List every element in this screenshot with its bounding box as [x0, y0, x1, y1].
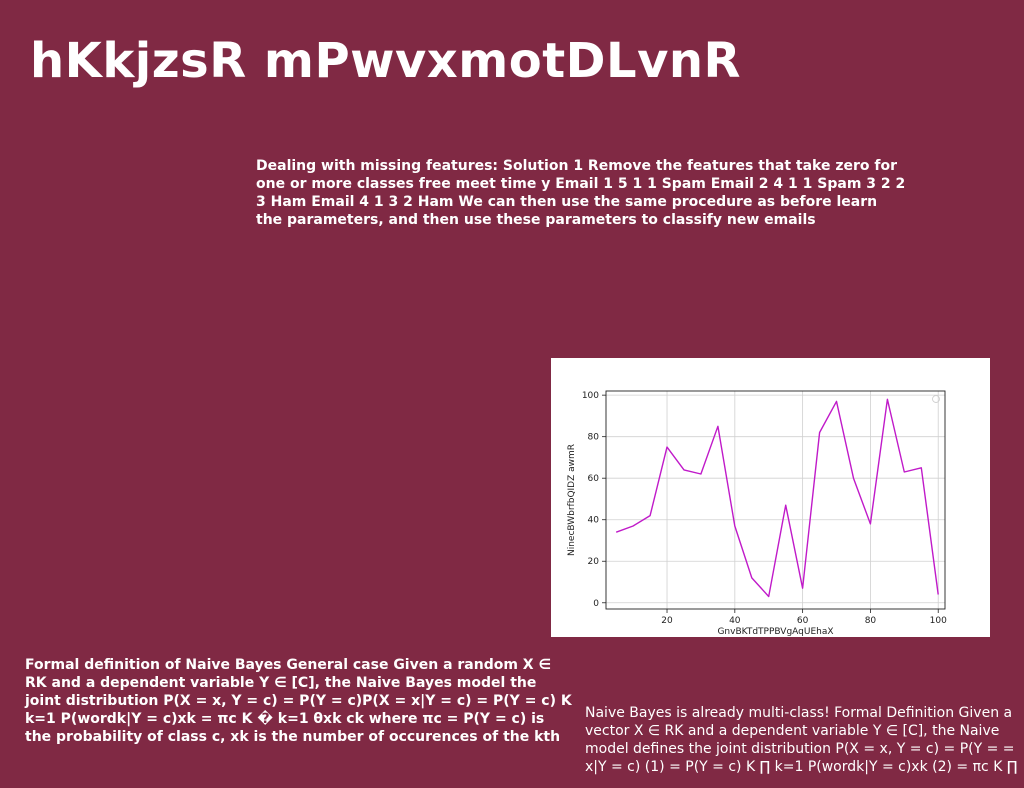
y-tick-label: 100 — [582, 391, 599, 401]
bottom-right-text-block: Naive Bayes is already multi-class! Form… — [585, 705, 1018, 775]
plot-frame — [605, 390, 946, 610]
slide-title: hKkjzsR mPwvxmotDLvnR — [30, 33, 741, 89]
y-tick-label: 80 — [588, 433, 600, 443]
x-tick-label: 60 — [797, 616, 809, 626]
series-line — [615, 398, 939, 598]
y-tick-label: 20 — [588, 557, 600, 567]
y-tick-label: 60 — [588, 474, 600, 484]
y-tick-label: 40 — [588, 516, 600, 526]
x-tick-label: 20 — [661, 616, 673, 626]
x-tick-label: 80 — [865, 616, 877, 626]
line-chart: 20 40 60 80 100 0 20 40 60 80 100 GnvBKTdTPPBVgAqUE… — [551, 358, 990, 637]
bottom-left-text-block: Formal definition of Naive Bayes General… — [25, 657, 572, 745]
legend-marker — [932, 395, 940, 403]
top-text-block: Dealing with missing features: Solution … — [256, 158, 906, 228]
x-tick-label: 100 — [930, 616, 947, 626]
x-tick-label: 40 — [729, 616, 741, 626]
x-axis-label: GnvBKTdTPPBVgAqUEhaX — [717, 627, 833, 637]
y-tick-label: 0 — [593, 599, 599, 609]
chart-svg: 20 40 60 80 100 0 20 40 60 80 100 GnvBKTdTPPBVgAqUE… — [567, 390, 947, 637]
y-axis-label: NinecBWbrfbQIDZ awmR — [567, 444, 577, 556]
